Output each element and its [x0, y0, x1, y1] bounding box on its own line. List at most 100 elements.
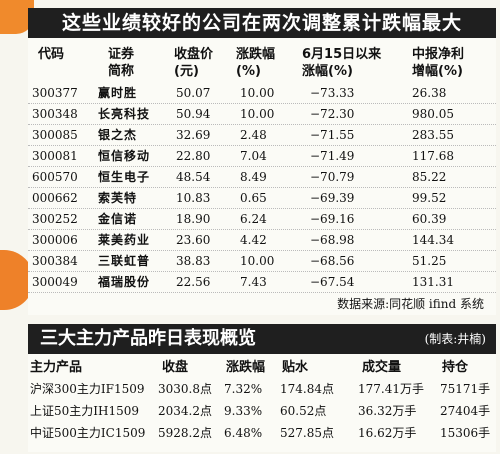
- cell-profit-growth: 980.05: [412, 107, 454, 121]
- cell-code: 300049: [32, 275, 78, 289]
- header2-close: 收盘: [162, 360, 189, 375]
- cell-close: 22.56: [176, 275, 211, 289]
- table-row: 300348 长亮科技 50.94 10.00 −72.30 980.05: [28, 104, 496, 125]
- header2-volume: 成交量: [362, 360, 402, 375]
- cell-name: 莱美药业: [98, 233, 151, 247]
- table-row: 300384 三联虹普 38.83 10.00 −68.56 51.25: [28, 251, 496, 272]
- cell-discount: 174.84点: [280, 382, 334, 396]
- table-row: 沪深300主力IF1509 3030.8点 7.32% 174.84点 177.41万手…: [28, 379, 496, 399]
- cell-close: 48.54: [176, 170, 211, 184]
- table-row: 300081 恒信移动 22.80 7.04 −71.49 117.68: [28, 146, 496, 167]
- cell-change: 10.00: [240, 86, 275, 100]
- header2-discount: 贴水: [282, 360, 309, 375]
- cell-since-jun15: −67.54: [310, 275, 355, 289]
- cell-discount: 527.85点: [280, 426, 334, 440]
- cell-code: 600570: [32, 170, 78, 184]
- cell-product: 上证50主力IH1509: [30, 404, 140, 418]
- header-close-price: 收盘价 (元): [174, 47, 214, 79]
- cell-change: 7.04: [240, 149, 267, 163]
- cell-since-jun15: −68.98: [310, 233, 355, 247]
- cell-profit-growth: 144.34: [412, 233, 454, 247]
- table-row: 上证50主力IH1509 2034.2点 9.33% 60.52点 36.32万手 274…: [28, 401, 496, 421]
- cell-close: 5928.2点: [158, 426, 212, 440]
- header-profit-growth: 中报净利 增幅(%): [412, 47, 465, 79]
- cell-since-jun15: −71.49: [310, 149, 355, 163]
- table-row: 300377 赢时胜 50.07 10.00 −73.33 26.38: [28, 83, 496, 104]
- cell-open-interest: 75171手: [440, 382, 491, 396]
- cell-since-jun15: −68.56: [310, 254, 355, 268]
- table2-title-bar: 三大主力产品昨日表现概览 (制表:井楠): [28, 324, 496, 354]
- cell-name: 索芙特: [98, 191, 138, 205]
- table-row: 000662 索芙特 10.83 0.65 −69.39 99.52: [28, 188, 496, 209]
- cell-change: 0.65: [240, 191, 267, 205]
- cell-name: 长亮科技: [98, 107, 151, 121]
- cell-profit-growth: 51.25: [412, 254, 447, 268]
- cell-code: 300384: [32, 254, 78, 268]
- cell-code: 300252: [32, 212, 78, 226]
- cell-product: 沪深300主力IF1509: [30, 382, 145, 396]
- stock-decline-table: 这些业绩较好的公司在两次调整累计跌幅最大 代码 证券 简称 收盘价 (元) 涨跌幅(…: [28, 8, 496, 315]
- cell-close: 2034.2点: [158, 404, 212, 418]
- cell-code: 300081: [32, 149, 78, 163]
- cell-profit-growth: 283.55: [412, 128, 454, 142]
- cell-change: 2.48: [240, 128, 267, 142]
- cell-name: 福瑞股份: [98, 275, 151, 289]
- cell-profit-growth: 85.22: [412, 170, 447, 184]
- cell-name: 金信诺: [98, 212, 138, 226]
- cell-since-jun15: −69.16: [310, 212, 355, 226]
- table2-title: 三大主力产品昨日表现概览: [40, 328, 256, 349]
- table-row: 300006 莱美药业 23.60 4.42 −68.98 144.34: [28, 230, 496, 251]
- header-name: 证券 简称: [108, 47, 135, 79]
- cell-code: 300006: [32, 233, 78, 247]
- cell-change: 6.24: [240, 212, 267, 226]
- cell-volume: 177.41万手: [358, 382, 424, 396]
- cell-change: 7.32%: [224, 382, 263, 396]
- table-row: 300049 福瑞股份 22.56 7.43 −67.54 131.31: [28, 272, 496, 293]
- cell-change: 10.00: [240, 254, 275, 268]
- cell-code: 300348: [32, 107, 78, 121]
- cell-volume: 36.32万手: [358, 404, 417, 418]
- cell-discount: 60.52点: [280, 404, 327, 418]
- cell-change: 4.42: [240, 233, 267, 247]
- cell-change: 8.49: [240, 170, 267, 184]
- cell-close: 3030.8点: [158, 382, 212, 396]
- cell-profit-growth: 131.31: [412, 275, 454, 289]
- header-code: 代码: [38, 47, 65, 62]
- header2-open-interest: 持仓: [442, 360, 469, 375]
- cell-product: 中证500主力IC1509: [30, 426, 146, 440]
- cell-code: 000662: [32, 191, 78, 205]
- table-row: 中证500主力IC1509 5928.2点 6.48% 527.85点 16.62万手 1…: [28, 423, 496, 443]
- table-row: 300085 银之杰 32.69 2.48 −71.55 283.55: [28, 125, 496, 146]
- cell-change: 10.00: [240, 107, 275, 121]
- cell-since-jun15: −70.79: [310, 170, 355, 184]
- cell-since-jun15: −69.39: [310, 191, 355, 205]
- futures-overview-table: 三大主力产品昨日表现概览 (制表:井楠) 主力产品 收盘 涨跌幅 贴水 成交量 …: [28, 324, 496, 452]
- cell-name: 恒信移动: [98, 149, 151, 163]
- cell-close: 50.07: [176, 86, 211, 100]
- header-change: 涨跌幅 (%): [236, 47, 276, 79]
- cell-profit-growth: 26.38: [412, 86, 447, 100]
- data-source-note: 数据来源:同花顺 ifind 系统: [337, 297, 484, 311]
- cell-name: 三联虹普: [98, 254, 151, 268]
- cell-profit-growth: 60.39: [412, 212, 447, 226]
- cell-since-jun15: −71.55: [310, 128, 355, 142]
- cell-close: 22.80: [176, 149, 211, 163]
- cell-since-jun15: −73.33: [310, 86, 355, 100]
- cell-close: 38.83: [176, 254, 211, 268]
- cell-name: 恒生电子: [98, 170, 151, 184]
- cell-change: 9.33%: [224, 404, 263, 418]
- header2-product: 主力产品: [30, 360, 83, 375]
- header-since-jun15: 6月15日以来 涨幅(%): [302, 47, 382, 79]
- table2-credit: (制表:井楠): [424, 332, 486, 346]
- cell-change: 6.48%: [224, 426, 263, 440]
- cell-name: 赢时胜: [98, 86, 138, 100]
- cell-volume: 16.62万手: [358, 426, 417, 440]
- cell-open-interest: 27404手: [440, 404, 491, 418]
- table-row: 600570 恒生电子 48.54 8.49 −70.79 85.22: [28, 167, 496, 188]
- cell-change: 7.43: [240, 275, 267, 289]
- cell-since-jun15: −72.30: [310, 107, 355, 121]
- cell-close: 18.90: [176, 212, 211, 226]
- header2-change: 涨跌幅: [226, 360, 266, 375]
- cell-close: 23.60: [176, 233, 211, 247]
- cell-close: 50.94: [176, 107, 211, 121]
